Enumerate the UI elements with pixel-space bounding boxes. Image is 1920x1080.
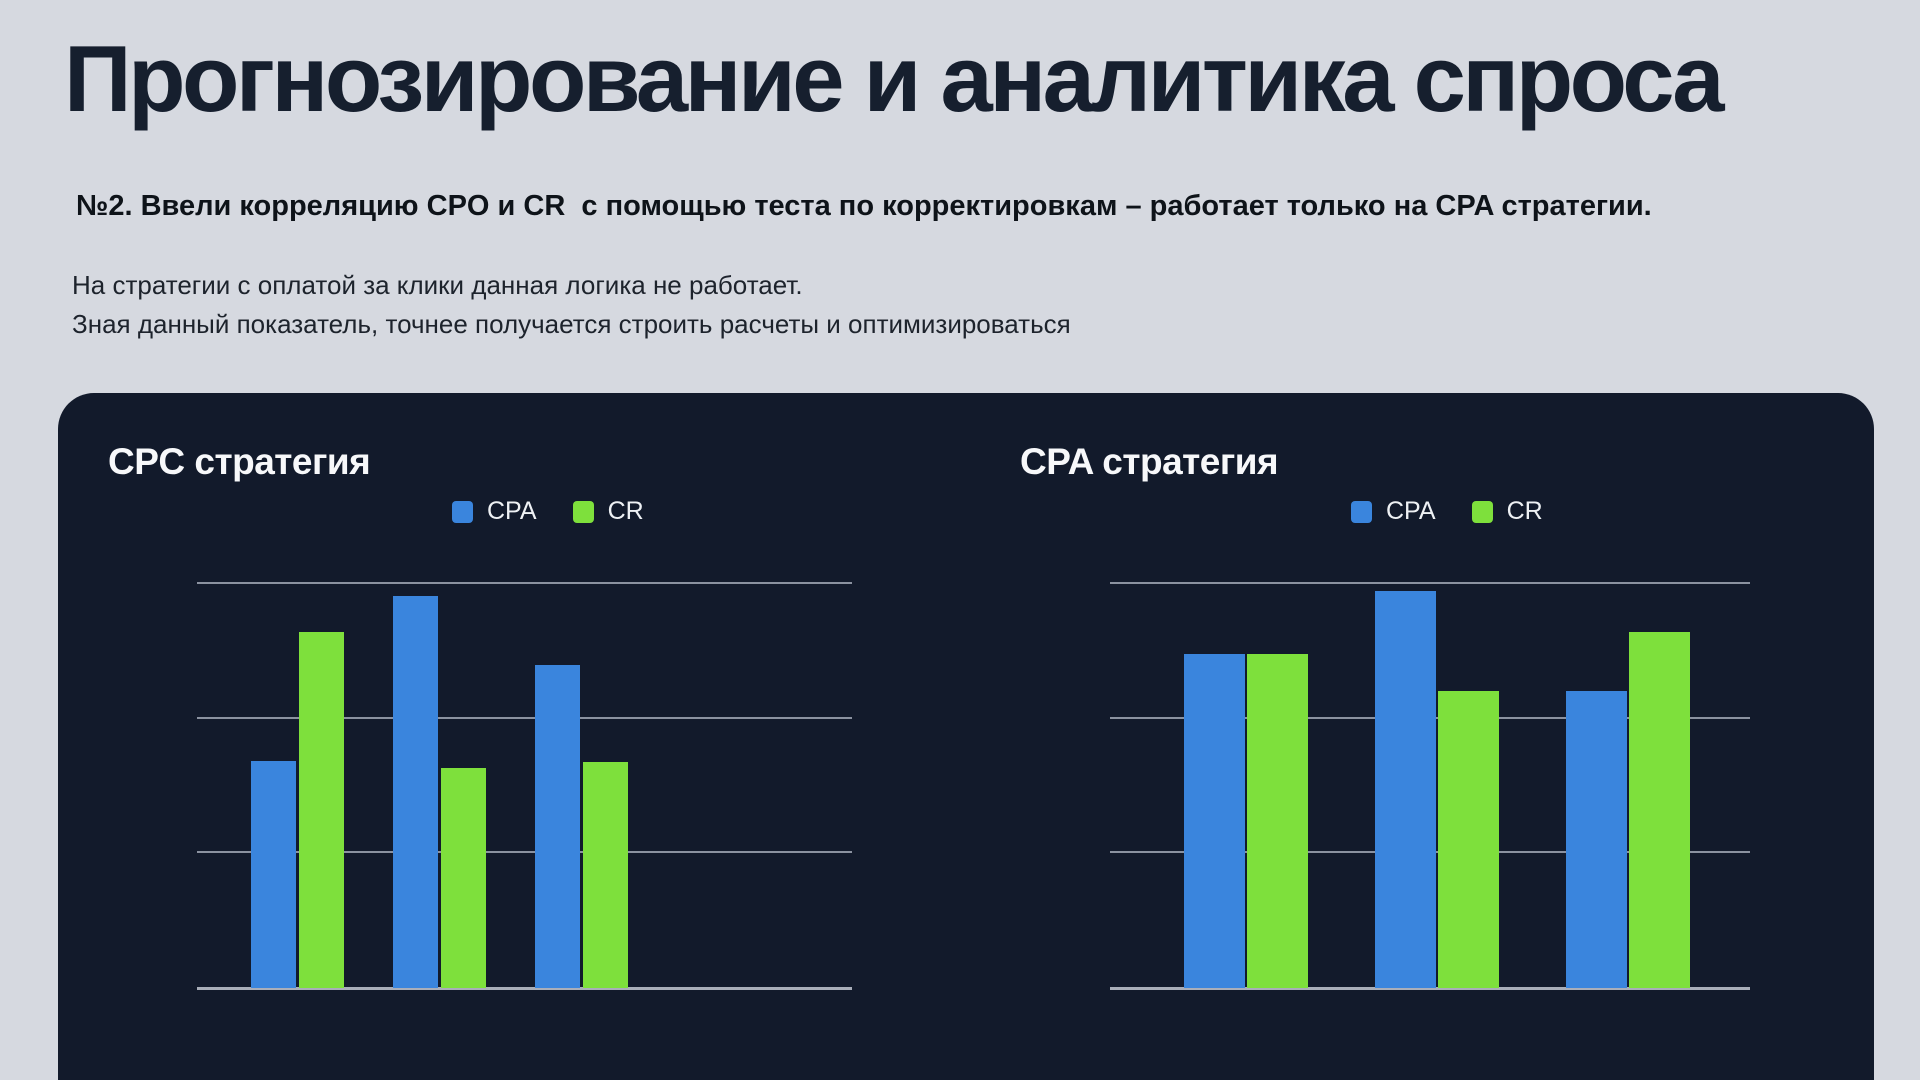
legend-label-cpa: CPA: [1386, 497, 1436, 525]
legend-swatch-cr: [1471, 500, 1493, 523]
legend-entry-cr: CR: [1471, 497, 1543, 526]
legend-swatch-cpa: [452, 500, 473, 523]
bar-cr-group-3: [1629, 632, 1690, 988]
legend-swatch-cpa: [1351, 500, 1372, 523]
gridline: [197, 717, 852, 719]
bar-cr-group-1: [299, 632, 344, 988]
chart-title-cpa: CPA стратегия: [1020, 441, 1279, 482]
bar-cpa-group-1: [1184, 654, 1245, 988]
legend-swatch-cr: [572, 500, 594, 523]
bar-cpa-group-1: [251, 761, 296, 988]
bar-chart-cpa: [1110, 582, 1750, 990]
body-line: Зная данный показатель, точнее получаетс…: [72, 309, 1071, 339]
legend-entry-cpa: CPA: [452, 497, 537, 526]
legend-label-cr: CR: [607, 497, 644, 525]
bar-cpa-group-2: [1375, 591, 1436, 988]
axis-baseline: [1110, 987, 1750, 990]
slide-subtitle: №2. Ввели корреляцию CPO и CR с помощью …: [76, 190, 1652, 222]
gridline: [197, 851, 852, 853]
bar-cpa-group-3: [1566, 691, 1627, 988]
legend-label-cr: CR: [1506, 497, 1543, 525]
axis-baseline: [197, 987, 852, 990]
page-title: Прогнозирование и аналитика спроса: [64, 26, 1725, 131]
chart-title-cpc: CPC стратегия: [108, 441, 371, 482]
legend-cpa: CPA CR: [1351, 497, 1543, 526]
gridline: [1110, 582, 1750, 584]
gridline: [197, 582, 852, 584]
bar-cr-group-1: [1247, 654, 1308, 988]
slide-body-text: На стратегии с оплатой за клики данная л…: [72, 266, 1071, 344]
bar-cr-group-2: [1438, 691, 1499, 988]
body-line: На стратегии с оплатой за клики данная л…: [72, 270, 803, 300]
legend-entry-cpa: CPA: [1351, 497, 1436, 526]
legend-label-cpa: CPA: [487, 497, 537, 525]
legend-entry-cr: CR: [572, 497, 644, 526]
bar-cr-group-3: [583, 762, 628, 988]
bar-cpa-group-3: [535, 665, 580, 988]
bar-chart-cpc: [197, 582, 852, 990]
legend-cpc: CPA CR: [452, 497, 644, 526]
bar-cpa-group-2: [393, 596, 438, 988]
charts-panel: CPC стратегия CPA CR CPA стратегия CPA: [58, 393, 1874, 1080]
bar-cr-group-2: [441, 768, 486, 988]
